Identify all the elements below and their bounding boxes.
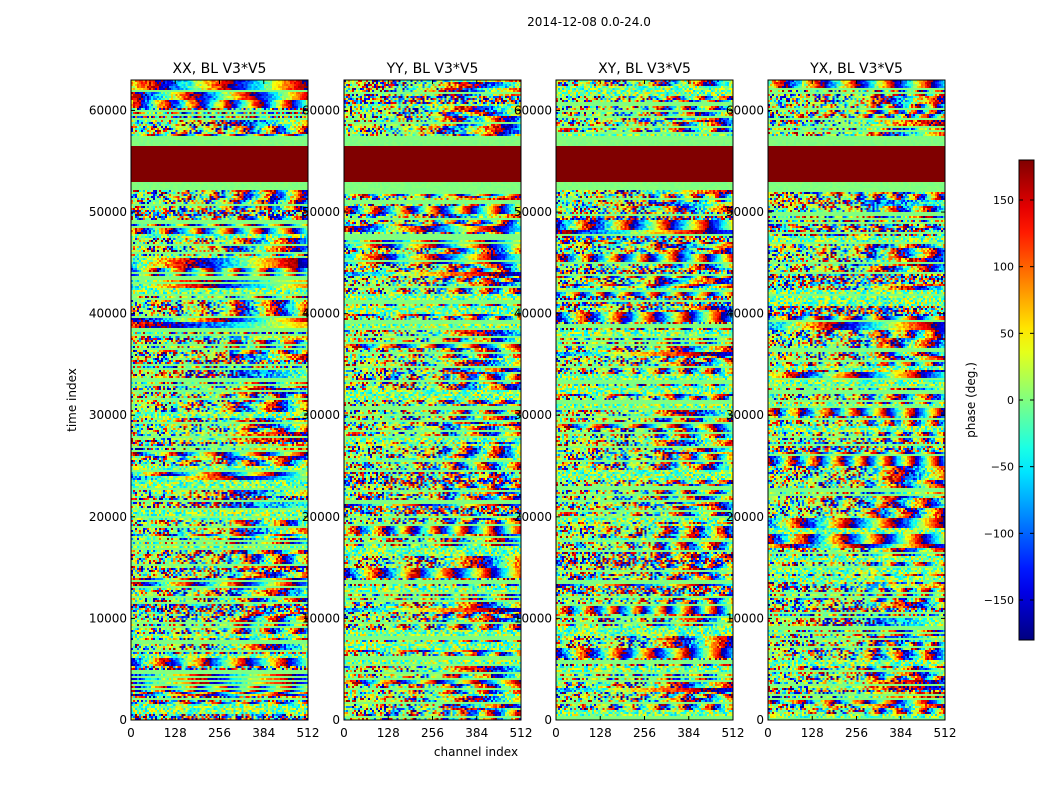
x-tick-label: 128 <box>801 726 824 740</box>
y-tick-label: 40000 <box>302 307 340 321</box>
colorbar-tick-label: 0 <box>1007 394 1014 407</box>
x-tick-label: 0 <box>340 726 348 740</box>
x-tick-label: 128 <box>589 726 612 740</box>
y-tick-label: 60000 <box>726 103 764 117</box>
y-tick-label: 40000 <box>89 307 127 321</box>
figure-suptitle: 2014-12-08 0.0-24.0 <box>527 15 651 29</box>
x-tick-label: 384 <box>677 726 700 740</box>
x-tick-label: 384 <box>889 726 912 740</box>
x-tick-label: 512 <box>934 726 957 740</box>
panel-xx: XX, BL V3*V5 0 128 256 384 512 0 10000 20000 3000… <box>89 61 320 740</box>
y-tick-label: 60000 <box>514 103 552 117</box>
x-tick-label: 256 <box>421 726 444 740</box>
y-tick-label: 0 <box>544 713 552 727</box>
panel-title: YY, BL V3*V5 <box>386 61 479 77</box>
colorbar-tick-label: −100 <box>984 527 1014 540</box>
colorbar-label: phase (deg.) <box>964 362 978 438</box>
y-tick-label: 0 <box>756 713 764 727</box>
y-tick-label: 20000 <box>726 510 764 524</box>
panel-title: XY, BL V3*V5 <box>598 61 691 77</box>
y-axis-label: time index <box>65 368 79 432</box>
x-tick-label: 384 <box>465 726 488 740</box>
y-tick-label: 30000 <box>514 408 552 422</box>
colorbar-tick-label: 100 <box>993 261 1014 274</box>
x-tick-label: 0 <box>764 726 772 740</box>
y-tick-label: 50000 <box>514 205 552 219</box>
x-tick-label: 256 <box>208 726 231 740</box>
y-tick-label: 60000 <box>302 103 340 117</box>
y-tick-label: 60000 <box>89 103 127 117</box>
y-tick-label: 0 <box>332 713 340 727</box>
heatmap-image-xx <box>131 80 308 720</box>
colorbar-tick-label: −150 <box>984 594 1014 607</box>
x-tick-label: 512 <box>297 726 320 740</box>
panels-group: XX, BL V3*V5 0 128 256 384 512 0 10000 20000 3000… <box>89 61 957 740</box>
heatmap-image-xy <box>556 80 733 720</box>
colorbar-tick-label: 150 <box>993 194 1014 207</box>
x-tick-label: 384 <box>252 726 275 740</box>
x-tick-label: 256 <box>845 726 868 740</box>
y-tick-label: 40000 <box>514 307 552 321</box>
panel-yy: YY, BL V3*V5 0 128 256 384 512 0 10000 20000 3000… <box>302 61 533 740</box>
heatmap-image-yx <box>768 80 945 720</box>
y-tick-label: 30000 <box>726 408 764 422</box>
y-tick-label: 20000 <box>302 510 340 524</box>
y-tick-label: 30000 <box>302 408 340 422</box>
y-tick-label: 50000 <box>726 205 764 219</box>
y-tick-label: 50000 <box>302 205 340 219</box>
x-axis-label: channel index <box>434 745 518 759</box>
panel-title: YX, BL V3*V5 <box>809 61 903 77</box>
colorbar: −150 −100 −50 0 50 100 150 <box>984 159 1035 641</box>
y-tick-label: 10000 <box>89 611 127 625</box>
y-tick-label: 50000 <box>89 205 127 219</box>
x-tick-label: 512 <box>722 726 745 740</box>
colorbar-tick-label: −50 <box>991 461 1014 474</box>
y-tick-label: 20000 <box>514 510 552 524</box>
panel-yx: YX, BL V3*V5 0 128 256 384 512 0 10000 20000 3000… <box>726 61 957 740</box>
y-tick-label: 10000 <box>514 611 552 625</box>
x-tick-label: 0 <box>552 726 560 740</box>
panel-xy: XY, BL V3*V5 0 128 256 384 512 0 10000 20000 3000… <box>514 61 745 740</box>
y-tick-label: 0 <box>119 713 127 727</box>
y-tick-label: 10000 <box>302 611 340 625</box>
heatmap-image-yy <box>344 80 521 720</box>
y-tick-label: 40000 <box>726 307 764 321</box>
x-tick-label: 128 <box>164 726 187 740</box>
y-tick-label: 10000 <box>726 611 764 625</box>
panel-title: XX, BL V3*V5 <box>173 61 267 77</box>
y-tick-label: 30000 <box>89 408 127 422</box>
x-tick-label: 512 <box>510 726 533 740</box>
colorbar-tick-label: 50 <box>1000 327 1014 340</box>
x-tick-label: 256 <box>633 726 656 740</box>
x-tick-label: 0 <box>127 726 135 740</box>
y-tick-label: 20000 <box>89 510 127 524</box>
x-tick-label: 128 <box>377 726 400 740</box>
